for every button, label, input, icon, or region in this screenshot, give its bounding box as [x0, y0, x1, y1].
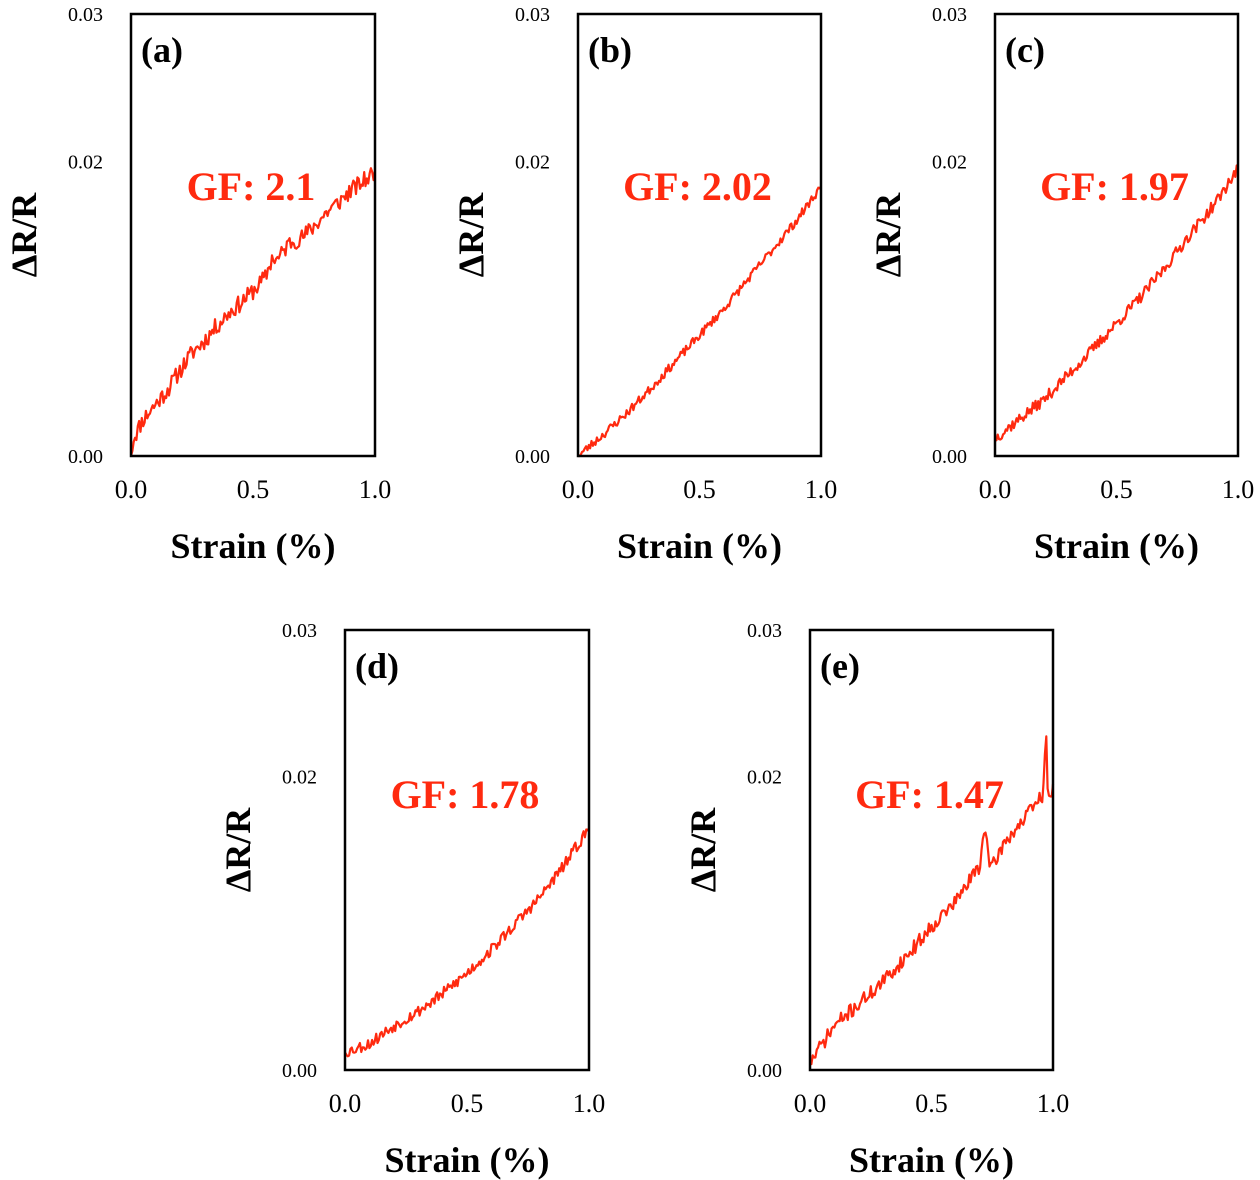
series-line	[129, 167, 377, 457]
y-tick-label: 0.03	[282, 620, 317, 642]
plot-frame	[808, 628, 1055, 1072]
x-tick-label: 0.5	[1100, 475, 1133, 504]
gauge-factor-annotation: GF: 1.97	[1040, 164, 1189, 209]
series-line	[578, 185, 822, 458]
y-tick-label: 0.03	[68, 4, 103, 26]
x-tick-label: 0.0	[329, 1089, 362, 1118]
x-tick-label: 0.0	[115, 475, 148, 504]
y-tick-label: 0.00	[515, 446, 550, 468]
gauge-factor-annotation: GF: 2.1	[187, 164, 316, 209]
y-tick-label: 0.00	[282, 1060, 317, 1082]
y-tick-label: 0.03	[747, 620, 782, 642]
panel-e: 0.00 0.02 0.03 0.0 0.5 1.0 Strain (%) ΔR/R (e) GF…	[683, 620, 1069, 1180]
y-tick-label: 0.02	[282, 767, 317, 789]
series-line	[344, 827, 590, 1058]
panel-a: 0.00 0.02 0.03 0.0 0.5 1.0 Strain (%) ΔR/R (a) GF…	[4, 4, 391, 566]
panel-b: 0.00 0.02 0.03 0.0 0.5 1.0 Strain (%) ΔR/R (b) GF…	[451, 4, 837, 566]
x-tick-label: 1.0	[1222, 475, 1255, 504]
x-tick-label: 0.5	[915, 1089, 948, 1118]
x-tick-label: 1.0	[573, 1089, 606, 1118]
gauge-factor-annotation: GF: 1.78	[391, 772, 540, 817]
x-axis-title: Strain (%)	[1034, 526, 1199, 566]
panel-label: (c)	[1005, 30, 1045, 70]
y-tick-label: 0.00	[932, 446, 967, 468]
y-tick-label: 0.03	[515, 4, 550, 26]
y-tick-label: 0.02	[747, 767, 782, 789]
panel-label: (b)	[588, 30, 632, 70]
gauge-factor-annotation: GF: 1.47	[855, 772, 1004, 817]
plot-frame	[343, 628, 591, 1072]
x-axis-title: Strain (%)	[617, 526, 782, 566]
y-axis-title: ΔR/R	[683, 807, 723, 893]
x-tick-label: 0.0	[562, 475, 595, 504]
plot-frame	[576, 12, 823, 458]
x-tick-label: 0.0	[794, 1089, 827, 1118]
gauge-factor-annotation: GF: 2.02	[623, 164, 772, 209]
x-axis-title: Strain (%)	[385, 1140, 550, 1180]
x-axis-title: Strain (%)	[171, 526, 336, 566]
y-tick-label: 0.02	[932, 151, 967, 173]
x-tick-label: 1.0	[1037, 1089, 1070, 1118]
y-axis-title: ΔR/R	[218, 807, 258, 893]
y-axis-title: ΔR/R	[4, 192, 44, 278]
x-tick-label: 0.0	[979, 475, 1012, 504]
y-axis-title: ΔR/R	[868, 192, 908, 278]
series-line	[994, 164, 1240, 442]
x-axis-title: Strain (%)	[849, 1140, 1014, 1180]
panel-d: 0.00 0.02 0.03 0.0 0.5 1.0 Strain (%) ΔR/R (d) GF…	[218, 620, 605, 1180]
x-tick-label: 0.5	[683, 475, 716, 504]
x-tick-label: 1.0	[805, 475, 838, 504]
x-tick-label: 1.0	[359, 475, 392, 504]
y-axis-title: ΔR/R	[451, 192, 491, 278]
panel-label: (e)	[820, 646, 860, 686]
y-tick-label: 0.02	[515, 151, 550, 173]
y-tick-label: 0.02	[68, 151, 103, 173]
y-tick-label: 0.00	[747, 1060, 782, 1082]
panel-label: (a)	[141, 30, 183, 70]
x-tick-label: 0.5	[237, 475, 270, 504]
series-line	[809, 735, 1055, 1066]
plot-frame	[993, 12, 1240, 458]
panel-c: 0.00 0.02 0.03 0.0 0.5 1.0 Strain (%) ΔR/R (c) GF…	[868, 4, 1254, 566]
y-tick-label: 0.00	[68, 446, 103, 468]
plot-frame	[129, 12, 377, 458]
y-tick-label: 0.03	[932, 4, 967, 26]
x-tick-label: 0.5	[451, 1089, 484, 1118]
panel-label: (d)	[355, 646, 399, 686]
